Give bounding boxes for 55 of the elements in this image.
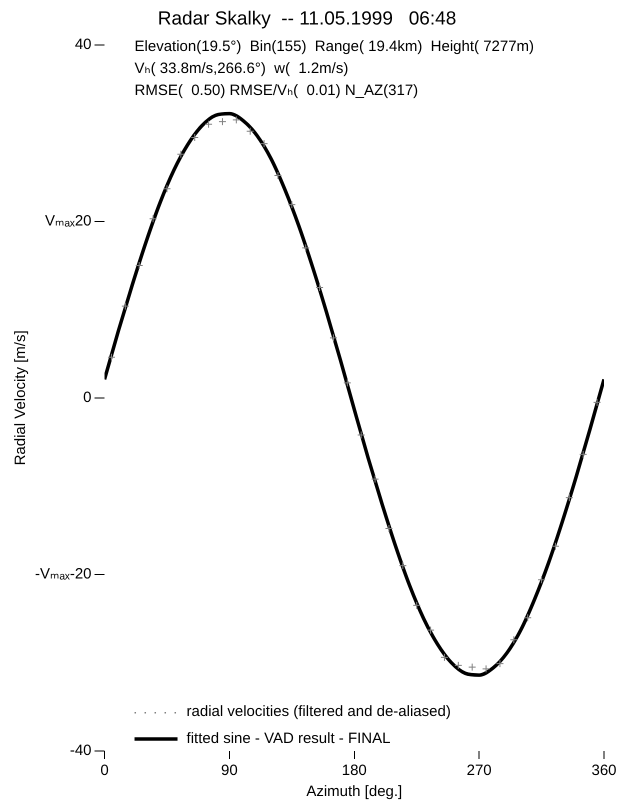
- point: [454, 661, 462, 670]
- point: [565, 494, 574, 502]
- point: [149, 214, 158, 223]
- point: [593, 398, 602, 406]
- point: [329, 334, 338, 342]
- point: [162, 184, 171, 193]
- point: [316, 284, 324, 292]
- x-tick-label: 180: [342, 762, 367, 780]
- y-tick-label: Vₘₐₓ20: [44, 212, 92, 230]
- point: [468, 663, 476, 672]
- y-axis-title: Radial Velocity [m/s]: [12, 330, 30, 466]
- point: [204, 120, 213, 128]
- point: [343, 378, 352, 387]
- y-tick-label: -40: [70, 742, 92, 760]
- point: [260, 140, 268, 148]
- point: [510, 636, 518, 644]
- point: [232, 116, 240, 124]
- x-axis-title: Azimuth [deg.]: [306, 783, 402, 800]
- y-tick-label: 0: [83, 389, 92, 406]
- annotation: Vₕ( 33.8m/s,266.6°) w( 1.2m/s): [134, 60, 348, 77]
- x-tick-label: 90: [221, 762, 238, 780]
- x-tick-label: 0: [100, 762, 109, 780]
- point: [288, 200, 296, 209]
- y-tick-label: -Vₘₐₓ-20: [34, 566, 92, 583]
- point: [412, 601, 421, 610]
- point: [135, 261, 144, 270]
- legend-label: radial velocities (filtered and de-aliased): [186, 703, 451, 720]
- y-tick-label: 40: [74, 36, 92, 53]
- point: [482, 664, 490, 673]
- x-tick-label: 270: [466, 762, 492, 780]
- point: [371, 475, 380, 484]
- legend-label: fitted sine - VAD result - FINAL: [186, 730, 390, 748]
- point: [218, 118, 226, 126]
- point: [246, 127, 254, 136]
- point: [579, 450, 588, 458]
- point: [524, 614, 532, 622]
- point: [440, 653, 448, 662]
- point: [190, 133, 199, 142]
- point: [176, 150, 185, 158]
- chart-title: Radar Skalky -- 11.05.1999 06:48: [158, 8, 456, 30]
- point: [357, 430, 366, 439]
- line-series: [104, 112, 604, 677]
- annotation: RMSE( 0.50) RMSE/Vₕ( 0.01) N_AZ(317): [134, 82, 418, 99]
- point: [538, 576, 546, 584]
- annotation: Elevation(19.5°) Bin(155) Range( 19.4km) Height( 7277m): [134, 38, 534, 55]
- point: [551, 542, 560, 550]
- point: [426, 626, 435, 634]
- point: [302, 244, 310, 252]
- point: [496, 660, 504, 668]
- x-tick-label: 360: [591, 762, 617, 780]
- point: [274, 171, 282, 180]
- point: [107, 353, 116, 362]
- point: [121, 302, 130, 310]
- point: [398, 562, 407, 570]
- point: [384, 524, 393, 533]
